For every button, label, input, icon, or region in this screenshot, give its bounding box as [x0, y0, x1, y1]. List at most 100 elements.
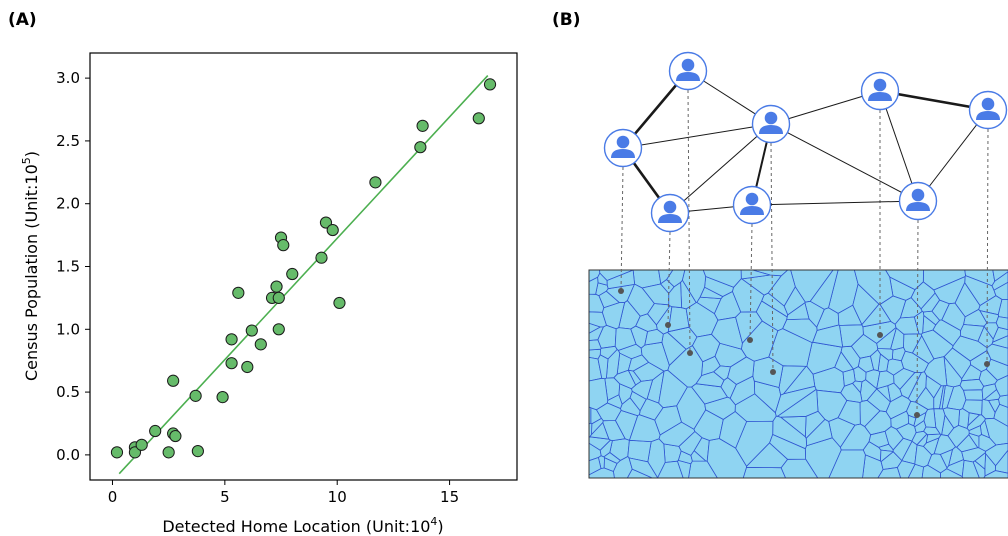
user-body-icon [676, 72, 700, 81]
voronoi-cell [626, 283, 655, 317]
voronoi-cell [644, 328, 664, 346]
y-tick-label: 2.5 [56, 132, 80, 150]
user-icon [898, 181, 938, 221]
voronoi-cell [589, 339, 602, 351]
voronoi-cell [812, 324, 844, 348]
user-head-icon [616, 135, 630, 149]
location-dots [618, 288, 990, 418]
network-edge [622, 123, 772, 149]
scatter-point [270, 280, 283, 293]
scatter-point [110, 446, 124, 459]
scatter-point [319, 216, 333, 229]
projection-lines [620, 89, 989, 416]
y-axis-label: Census Population (Unit:105) [20, 151, 41, 381]
user-icon [732, 185, 772, 225]
voronoi-cell [913, 310, 925, 335]
voronoi-cell [923, 408, 937, 428]
voronoi-cell [896, 460, 916, 478]
user-body-icon [611, 149, 635, 158]
fit-line-group [118, 75, 489, 475]
voronoi-cell [992, 270, 1008, 282]
voronoi-cell [962, 399, 983, 416]
network-edge [879, 90, 919, 202]
voronoi-cell [983, 388, 1001, 401]
voronoi-cell [620, 397, 641, 417]
fit-line [118, 75, 489, 475]
user-head-icon [663, 200, 677, 214]
projection-line [916, 219, 919, 416]
home-location-dot [687, 350, 693, 356]
user-body-icon [740, 206, 764, 215]
voronoi-cell [628, 414, 661, 443]
scatter-point [483, 78, 497, 91]
user-icon [650, 193, 690, 233]
voronoi-cell [911, 334, 935, 364]
user-head-icon [911, 188, 925, 202]
voronoi-cell [933, 434, 957, 455]
voronoi-cell [589, 276, 599, 295]
scatter-point [225, 357, 238, 370]
voronoi-cell [605, 348, 621, 379]
scatter-point [326, 223, 339, 237]
y-axis-ticks: 0.0 0.5 1.0 1.5 2.0 2.5 3.0 [56, 69, 90, 464]
home-location-dot [747, 337, 753, 343]
scatter-point [232, 286, 245, 299]
voronoi-cell [589, 467, 615, 478]
voronoi-cell [961, 459, 980, 478]
user-icon [751, 104, 791, 144]
voronoi-cell [769, 433, 807, 460]
user-body-icon [868, 92, 892, 101]
scatter-point [128, 446, 142, 459]
voronoi-cell [627, 354, 650, 372]
scatter-point [416, 119, 429, 132]
user-head-icon [873, 78, 887, 92]
voronoi-cell [809, 270, 839, 310]
scatter-point [277, 239, 290, 252]
voronoi-cell [601, 302, 626, 330]
y-tick-label: 0.0 [56, 446, 80, 464]
network-edge [669, 123, 772, 214]
voronoi-cell [702, 270, 742, 288]
scatter-point [149, 424, 162, 438]
voronoi-cell [742, 466, 787, 478]
home-location-dot [914, 412, 920, 418]
voronoi-cell [735, 311, 763, 344]
voronoi-cell [589, 270, 601, 283]
user-body-icon [658, 214, 682, 223]
y-tick-label: 3.0 [56, 69, 80, 87]
y-tick-label: 1.0 [56, 320, 80, 338]
user-head-icon [745, 192, 759, 206]
scatter-point [162, 446, 175, 459]
voronoi-cell [658, 421, 696, 447]
scatter-point [245, 324, 258, 337]
user-icon [860, 71, 900, 111]
user-head-icon [981, 97, 995, 111]
scatter-point [225, 333, 238, 346]
user-icon [668, 51, 708, 91]
x-axis-label: Detected Home Location (Unit:104) [162, 515, 443, 536]
voronoi-cell [939, 385, 946, 410]
user-body-icon [976, 111, 1000, 120]
scatter-point [472, 112, 485, 125]
x-axis-ticks: 0 5 10 15 [108, 480, 459, 506]
network-edge [770, 123, 919, 202]
voronoi-cell [658, 270, 674, 285]
voronoi-cell [921, 464, 941, 478]
voronoi-cell [667, 306, 690, 333]
voronoi-cell [984, 442, 1008, 467]
voronoi-cell [972, 460, 986, 478]
scatter-point [189, 389, 202, 402]
voronoi-cell [668, 281, 683, 309]
scatter-point [272, 291, 285, 304]
scatter-point [167, 374, 180, 387]
voronoi-cell [870, 349, 881, 372]
voronoi-cell [941, 302, 966, 332]
voronoi-cell [776, 388, 819, 418]
scatter-point [191, 445, 204, 458]
network-edge [751, 200, 919, 206]
voronoi-cell [595, 402, 622, 422]
voronoi-cell [828, 449, 866, 478]
user-icon [968, 90, 1008, 130]
voronoi-cell [993, 281, 1008, 300]
voronoi-cell [916, 433, 929, 447]
